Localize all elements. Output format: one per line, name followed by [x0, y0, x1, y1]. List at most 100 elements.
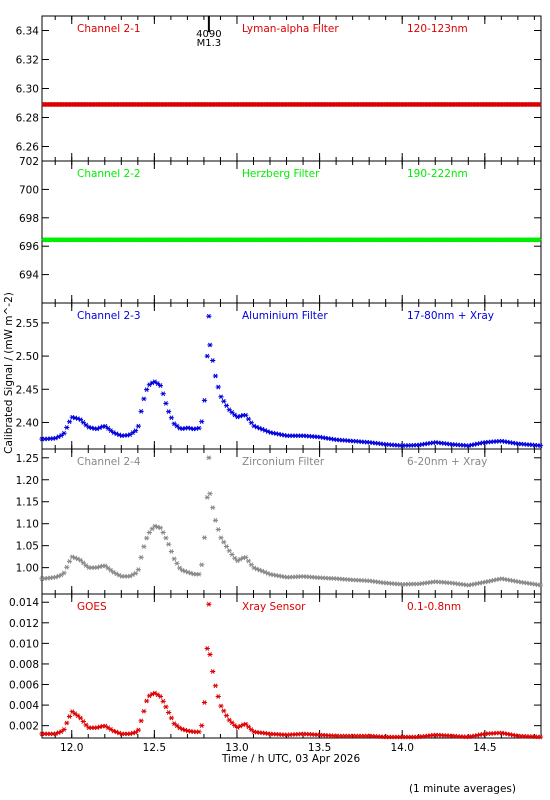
- data-point: [66, 419, 73, 425]
- data-point: [141, 544, 147, 550]
- data-point: [157, 383, 164, 388]
- data-point: [215, 384, 221, 390]
- y-tick-label: 0.006: [9, 680, 39, 692]
- event-marker-label: 4090: [196, 29, 221, 40]
- y-tick-label: 6.34: [16, 26, 40, 38]
- data-point: [204, 353, 210, 359]
- y-tick-label: 2.40: [16, 417, 39, 429]
- data-point: [232, 555, 238, 561]
- y-tick-label: 1.10: [16, 519, 39, 531]
- data-point: [201, 397, 208, 403]
- x-tick-label: 13.0: [225, 742, 248, 754]
- data-point: [223, 403, 230, 409]
- data-point: [204, 494, 210, 500]
- data-point: [64, 720, 70, 726]
- panel-band-label: 17-80nm + Xray: [407, 310, 494, 322]
- data-point: [133, 729, 139, 735]
- data-point: [80, 419, 86, 425]
- x-axis-label: Time / h UTC, 03 Apr 2026: [221, 753, 361, 765]
- y-tick-label: 6.28: [16, 113, 39, 125]
- data-point: [58, 433, 64, 438]
- data-point: [144, 387, 150, 393]
- y-tick-label: 0.010: [9, 638, 39, 650]
- panel-band-label: 120-123nm: [407, 23, 468, 35]
- x-tick-label: 14.5: [473, 742, 496, 754]
- y-tick-label: 1.25: [16, 453, 39, 465]
- data-point: [196, 425, 202, 431]
- data-point: [218, 703, 224, 709]
- panel-channel-label: Channel 2-2: [77, 168, 141, 180]
- panel-4: 1.00 1.05 1.10 1.15 1.20 1.25 Channel 2-4 Zirco…: [16, 448, 544, 595]
- data-point: [141, 396, 147, 402]
- data-point: [163, 535, 169, 541]
- panel-channel-label: Channel 2-1: [77, 23, 141, 35]
- panel-frame: [41, 302, 542, 450]
- data-point: [537, 734, 544, 740]
- data-point: [174, 423, 180, 429]
- y-tick-label: 1.20: [16, 475, 39, 487]
- data-point: [210, 669, 216, 674]
- panel-filter-label: Herzberg Filter: [242, 168, 320, 180]
- data-point: [149, 526, 155, 532]
- panel-1: 6.26 6.28 6.30 6.32 6.34 Channel 2-1 Lyman-alp…: [16, 15, 542, 162]
- data-point: [221, 398, 227, 404]
- data-series: [41, 102, 542, 107]
- panel-5: 0.002 0.004 0.006 0.008 0.010 0.012 0.014 GOES X…: [9, 593, 544, 740]
- data-point: [133, 428, 139, 434]
- data-point: [102, 563, 108, 569]
- y-tick-label: 1.15: [16, 497, 39, 509]
- data-point: [80, 560, 86, 566]
- data-point: [245, 558, 252, 564]
- data-point: [212, 373, 219, 379]
- panel-channel-label: GOES: [77, 601, 107, 613]
- data-point: [248, 727, 254, 733]
- data-point: [207, 652, 213, 657]
- data-point: [226, 407, 232, 413]
- data-point: [157, 694, 164, 699]
- data-point: [229, 409, 235, 415]
- data-point: [168, 415, 175, 421]
- panel-frame: [41, 15, 542, 162]
- data-point: [166, 541, 172, 547]
- y-axis-label: Calibrated Signal / (mW m^-2): [3, 292, 15, 454]
- data-point: [61, 727, 67, 732]
- data-point: [144, 535, 150, 541]
- data-point: [207, 491, 213, 497]
- data-point: [223, 713, 230, 719]
- y-tick-label: 2.50: [16, 351, 39, 363]
- data-point: [204, 646, 210, 651]
- data-point: [138, 409, 144, 414]
- data-point: [157, 525, 164, 531]
- data-point: [215, 694, 221, 699]
- outlier-point: [206, 455, 212, 461]
- y-tick-label: 1.00: [16, 563, 39, 575]
- data-point: [212, 518, 219, 523]
- y-tick-label: 696: [19, 241, 39, 253]
- data-point: [226, 548, 232, 554]
- data-point: [160, 530, 166, 535]
- data-point: [210, 358, 216, 363]
- outlier-point: [206, 313, 212, 319]
- data-point: [163, 400, 169, 406]
- data-point: [221, 708, 227, 714]
- data-series: [39, 601, 544, 740]
- footnote: (1 minute averages): [409, 783, 516, 795]
- panel-filter-label: Xray Sensor: [242, 601, 306, 613]
- data-point: [61, 570, 67, 576]
- data-point: [199, 562, 205, 568]
- y-tick-label: 0.008: [9, 659, 39, 671]
- data-point: [64, 425, 70, 430]
- data-point: [218, 535, 224, 541]
- x-tick-label: 12.5: [143, 742, 166, 754]
- data-point: [105, 426, 111, 431]
- data-point: [171, 556, 177, 562]
- data-point: [218, 394, 224, 400]
- data-point: [105, 565, 111, 571]
- x-tick-label: 13.5: [308, 742, 331, 754]
- data-point: [168, 715, 175, 721]
- panel-channel-label: Channel 2-4: [77, 456, 141, 468]
- data-point: [80, 719, 86, 724]
- data-point: [138, 555, 144, 560]
- data-point: [537, 582, 544, 588]
- data-point: [77, 715, 84, 721]
